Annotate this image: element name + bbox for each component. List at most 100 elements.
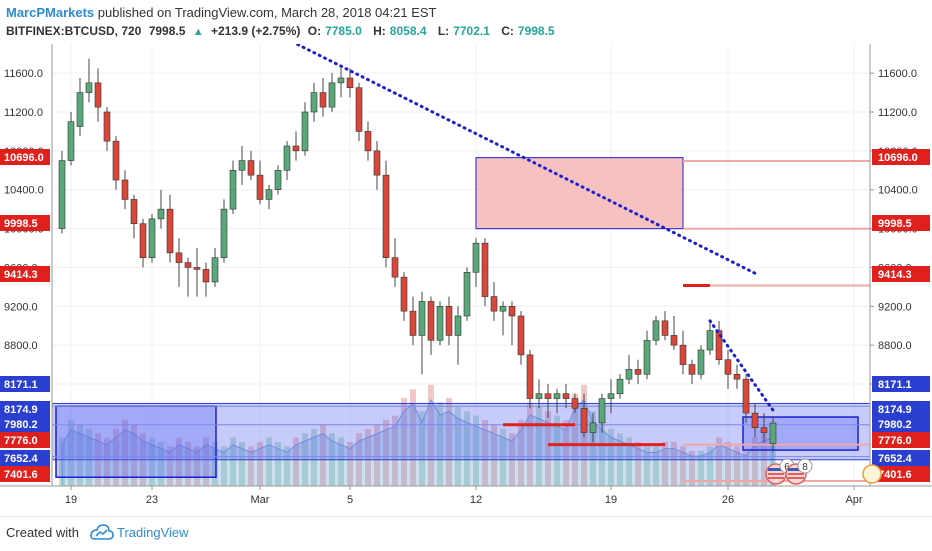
price-marker-label bbox=[872, 416, 930, 432]
price-marker-text: 8174.9 bbox=[878, 404, 912, 416]
symbol-label[interactable]: BITFINEX:BTCUSD, 720 bbox=[6, 24, 142, 38]
volume-bar bbox=[401, 398, 407, 486]
bull-candle bbox=[769, 422, 777, 445]
bull-candle bbox=[697, 349, 705, 375]
volume-bar bbox=[491, 424, 497, 486]
price-marker-text: 9414.3 bbox=[4, 269, 38, 281]
bull-candle bbox=[499, 305, 507, 312]
price-marker-text: 8171.1 bbox=[4, 379, 38, 391]
volume-bar bbox=[113, 428, 119, 486]
bull-candle bbox=[328, 82, 336, 108]
bear-candle bbox=[481, 242, 489, 297]
volume-bar bbox=[194, 446, 200, 486]
time-tick-label: 12 bbox=[470, 494, 482, 506]
volume-bar bbox=[185, 442, 191, 486]
volume-bar bbox=[473, 415, 479, 486]
chart-area[interactable]: 11600.011200.010800.010400.010000.09600.… bbox=[0, 37, 932, 516]
tradingview-brand-link[interactable]: TradingView bbox=[117, 525, 189, 540]
price-axis-left[interactable]: 11600.011200.010800.010400.010000.09600.… bbox=[0, 44, 53, 486]
bear-candle bbox=[670, 335, 678, 346]
volume-bar bbox=[410, 389, 416, 486]
price-marker-text: 7652.4 bbox=[4, 453, 39, 465]
horizontal-levels bbox=[52, 159, 870, 482]
volume-bar bbox=[572, 393, 578, 486]
bear-candle bbox=[247, 160, 255, 176]
ohlc-close: C: 7998.5 bbox=[501, 24, 555, 38]
volume-bar bbox=[635, 442, 641, 486]
price-chart[interactable]: 11600.011200.010800.010400.010000.09600.… bbox=[0, 37, 932, 516]
red-level-segments bbox=[503, 283, 710, 447]
volume-bar bbox=[221, 446, 227, 486]
demand-zone-band[interactable] bbox=[51, 402, 871, 461]
price-marker-text: 10696.0 bbox=[4, 152, 44, 164]
bull-candle bbox=[238, 160, 246, 171]
volume-bar bbox=[320, 424, 326, 486]
volume-bar bbox=[428, 384, 434, 486]
bear-candle bbox=[679, 344, 687, 365]
volume-bar bbox=[392, 415, 398, 486]
short-downtrend-line[interactable] bbox=[708, 319, 775, 412]
bear-candle bbox=[391, 257, 399, 278]
author-link[interactable]: MarcPMarkets bbox=[6, 5, 95, 20]
volume-moving-average bbox=[61, 398, 774, 487]
volume-bar bbox=[275, 442, 281, 486]
bull-candle bbox=[553, 393, 561, 399]
volume-bar bbox=[203, 437, 209, 486]
bull-candle bbox=[535, 393, 543, 399]
volume-bar bbox=[284, 446, 290, 486]
tradingview-logo-icon[interactable] bbox=[88, 522, 114, 547]
clock-icon[interactable] bbox=[862, 464, 882, 484]
bear-candle bbox=[166, 208, 174, 254]
bear-candle bbox=[175, 252, 183, 263]
price-marker-label bbox=[0, 376, 50, 392]
demand-zone-left-box[interactable] bbox=[55, 405, 217, 479]
time-tick-label: 19 bbox=[65, 494, 77, 506]
volume-bar bbox=[464, 411, 470, 486]
volume-bar bbox=[437, 402, 443, 486]
price-marker-label bbox=[872, 466, 930, 482]
price-marker-label bbox=[0, 215, 50, 231]
volume-bar bbox=[590, 411, 596, 486]
time-tick-label: 19 bbox=[605, 494, 617, 506]
bull-candle bbox=[598, 398, 606, 424]
bear-candle bbox=[103, 111, 111, 142]
volume-bar bbox=[167, 446, 173, 486]
bull-candle bbox=[301, 111, 309, 152]
volume-bar bbox=[230, 437, 236, 486]
price-marker-text: 7776.0 bbox=[4, 435, 38, 447]
event-badge-2[interactable]: 8 bbox=[797, 458, 813, 474]
volume-bar bbox=[68, 420, 74, 486]
bear-candle bbox=[112, 140, 120, 181]
time-axis-bg bbox=[0, 486, 932, 516]
volume-bar bbox=[131, 424, 137, 486]
bear-candle bbox=[445, 305, 453, 336]
volume-bar bbox=[707, 446, 713, 486]
volume-bar bbox=[176, 437, 182, 486]
price-axis-right[interactable]: 11600.011200.010800.010400.010000.09600.… bbox=[869, 44, 932, 486]
bear-candle bbox=[184, 262, 192, 268]
svg-text:8: 8 bbox=[802, 462, 808, 473]
bear-candle bbox=[634, 369, 642, 375]
bear-candle bbox=[688, 364, 696, 375]
created-with-text: Created with bbox=[6, 525, 79, 540]
volume-bar bbox=[383, 420, 389, 486]
bear-candle bbox=[400, 276, 408, 312]
volume-bar bbox=[311, 428, 317, 486]
volume-bar bbox=[527, 402, 533, 486]
event-badges[interactable]: 6 8 bbox=[765, 458, 882, 485]
price-tick-label: 8800.0 bbox=[4, 340, 38, 352]
bull-candle bbox=[337, 77, 345, 84]
time-axis[interactable]: 19 23 Mar 5 12 19 26 Apr bbox=[0, 485, 932, 516]
bull-candle bbox=[274, 169, 282, 191]
volume-bar bbox=[77, 424, 83, 486]
bear-candle bbox=[94, 82, 102, 108]
flag-icon[interactable] bbox=[785, 463, 807, 485]
price-marker-text: 7652.4 bbox=[878, 453, 913, 465]
volume-bar bbox=[374, 424, 380, 486]
supply-zone-box[interactable] bbox=[475, 157, 684, 230]
volume-bar bbox=[293, 437, 299, 486]
ohlc-open: O: 7785.0 bbox=[307, 24, 362, 38]
bull-candle bbox=[283, 145, 291, 171]
volume-bar bbox=[653, 446, 659, 486]
time-tick-label: Mar bbox=[251, 494, 270, 506]
